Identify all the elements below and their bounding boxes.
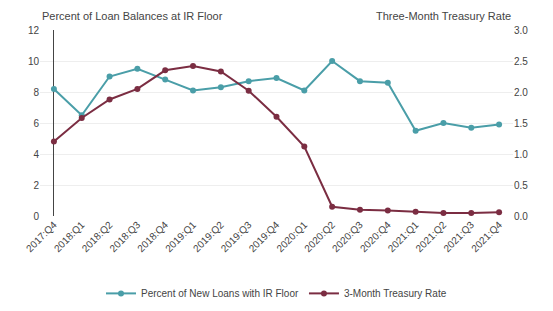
svg-text:0: 0 — [33, 211, 39, 222]
svg-text:2.0: 2.0 — [514, 87, 528, 98]
svg-text:2021:Q4: 2021:Q4 — [469, 219, 504, 254]
svg-text:2019:Q3: 2019:Q3 — [219, 219, 254, 254]
svg-text:2.5: 2.5 — [514, 56, 528, 67]
svg-text:3.0: 3.0 — [514, 25, 528, 36]
svg-text:12: 12 — [28, 25, 40, 36]
svg-text:2021:Q2: 2021:Q2 — [413, 219, 448, 254]
svg-text:2018:Q4: 2018:Q4 — [135, 219, 170, 254]
svg-text:2020:Q4: 2020:Q4 — [358, 219, 393, 254]
svg-text:0.5: 0.5 — [514, 180, 528, 191]
svg-text:10: 10 — [28, 56, 40, 67]
svg-text:1.0: 1.0 — [514, 149, 528, 160]
svg-text:2020:Q3: 2020:Q3 — [330, 219, 365, 254]
svg-text:Three-Month Treasury Rate: Three-Month Treasury Rate — [376, 10, 511, 22]
svg-text:2: 2 — [33, 180, 39, 191]
svg-text:2019:Q4: 2019:Q4 — [247, 219, 282, 254]
svg-text:0.0: 0.0 — [514, 211, 528, 222]
svg-text:1.5: 1.5 — [514, 118, 528, 129]
svg-text:4: 4 — [33, 149, 39, 160]
svg-text:2019:Q1: 2019:Q1 — [163, 219, 198, 254]
svg-text:2021:Q1: 2021:Q1 — [386, 219, 421, 254]
svg-text:2018:Q1: 2018:Q1 — [52, 219, 87, 254]
svg-text:2021:Q3: 2021:Q3 — [441, 219, 476, 254]
svg-text:2019:Q2: 2019:Q2 — [191, 219, 226, 254]
svg-text:2017:Q4: 2017:Q4 — [24, 219, 59, 254]
svg-text:3-Month Treasury Rate: 3-Month Treasury Rate — [344, 288, 447, 299]
svg-text:Percent of New Loans with IR F: Percent of New Loans with IR Floor — [141, 288, 299, 299]
svg-text:2018:Q2: 2018:Q2 — [80, 219, 115, 254]
svg-text:6: 6 — [33, 118, 39, 129]
svg-text:8: 8 — [33, 87, 39, 98]
svg-text:2020:Q1: 2020:Q1 — [274, 219, 309, 254]
svg-text:Percent of Loan Balances at IR: Percent of Loan Balances at IR Floor — [42, 10, 223, 22]
svg-text:2018:Q3: 2018:Q3 — [107, 219, 142, 254]
svg-text:2020:Q2: 2020:Q2 — [302, 219, 337, 254]
